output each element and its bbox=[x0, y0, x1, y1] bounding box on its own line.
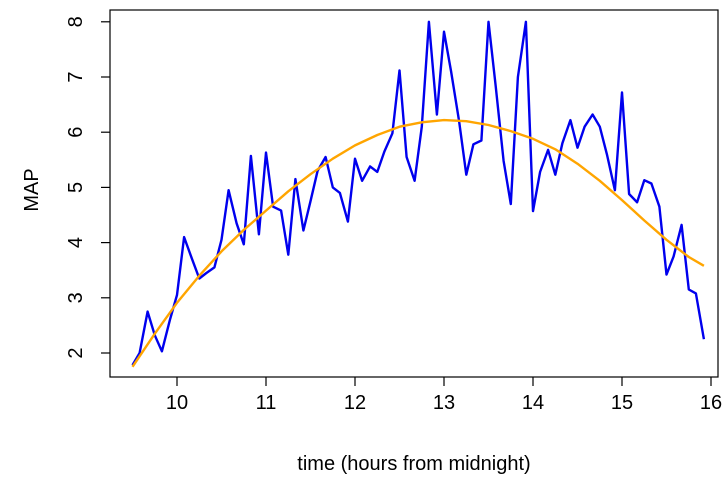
x-tick-label: 15 bbox=[611, 392, 633, 414]
y-axis-title: MAP bbox=[21, 168, 43, 211]
y-tick-label: 2 bbox=[65, 347, 87, 358]
x-tick-label: 11 bbox=[256, 392, 277, 414]
y-axis: 2 3 4 5 6 7 8 bbox=[65, 16, 110, 359]
x-tick-label: 13 bbox=[433, 392, 455, 414]
series-line-observed bbox=[131, 20, 706, 366]
x-axis-title: time (hours from midnight) bbox=[297, 453, 530, 475]
y-tick-label: 8 bbox=[65, 16, 87, 27]
y-tick-label: 4 bbox=[65, 237, 87, 248]
series-line-fitted bbox=[131, 118, 705, 368]
x-tick-label: 14 bbox=[522, 392, 544, 414]
plot-area-frame bbox=[109, 9, 719, 378]
x-tick-label: 12 bbox=[344, 392, 366, 414]
x-axis: 10 11 12 13 14 15 16 bbox=[166, 377, 722, 414]
x-tick-label: 16 bbox=[700, 392, 722, 414]
y-tick-label: 6 bbox=[65, 127, 87, 138]
y-tick-label: 3 bbox=[65, 292, 87, 303]
y-tick-label: 7 bbox=[65, 71, 87, 82]
x-tick-label: 10 bbox=[166, 392, 188, 414]
y-tick-label: 5 bbox=[65, 182, 87, 193]
series-layer bbox=[131, 20, 706, 368]
